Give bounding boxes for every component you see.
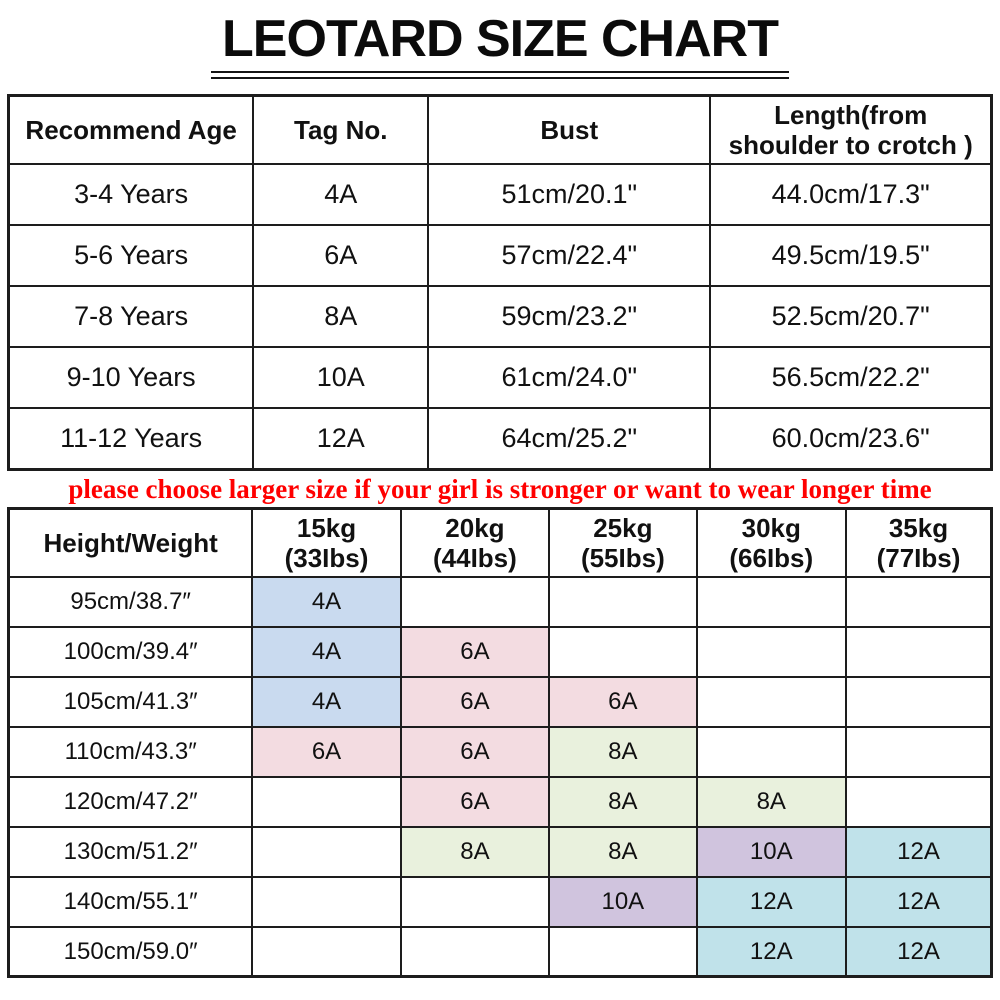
height-label: 105cm/41.3″ <box>7 675 254 728</box>
header-20kg: 20kg (44Ibs) <box>399 507 551 578</box>
fit-row-130cm: 130cm/51.2″ 8A 8A 10A 12A <box>7 825 993 878</box>
size-cell: 12A <box>695 925 847 978</box>
tag-cell: 6A <box>252 223 430 287</box>
size-cell <box>695 575 847 628</box>
size-cell: 6A <box>399 725 551 778</box>
fit-row-120cm: 120cm/47.2″ 6A 8A 8A <box>7 775 993 828</box>
header-height-weight: Height/Weight <box>7 507 254 578</box>
size-cell <box>844 775 993 828</box>
fit-row-100cm: 100cm/39.4″ 4A 6A <box>7 625 993 678</box>
size-cell <box>844 675 993 728</box>
bust-cell: 51cm/20.1" <box>427 162 712 226</box>
height-label: 95cm/38.7″ <box>7 575 254 628</box>
size-cell <box>695 725 847 778</box>
length-cell: 56.5cm/22.2" <box>709 345 993 409</box>
tag-cell: 4A <box>252 162 430 226</box>
size-cell: 6A <box>548 675 698 728</box>
height-label: 150cm/59.0″ <box>7 925 254 978</box>
size-cell <box>399 575 551 628</box>
header-recommend-age: Recommend Age <box>7 94 255 165</box>
length-cell: 60.0cm/23.6" <box>709 406 993 471</box>
size-measurement-table: Recommend Age Tag No. Bust Length(from s… <box>7 93 993 471</box>
size-cell <box>548 925 698 978</box>
size-cell: 4A <box>251 675 402 728</box>
size-row-7-8y: 7-8 Years 8A 59cm/23.2" 52.5cm/20.7" <box>7 284 993 348</box>
header-35kg: 35kg (77Ibs) <box>844 507 993 578</box>
size-row-11-12y: 11-12 Years 12A 64cm/25.2" 60.0cm/23.6" <box>7 406 993 471</box>
size-cell: 12A <box>844 875 993 928</box>
size-cell <box>251 825 402 878</box>
title-underline <box>211 70 789 79</box>
size-cell: 10A <box>548 875 698 928</box>
age-cell: 7-8 Years <box>7 284 255 348</box>
size-cell <box>695 625 847 678</box>
size-cell <box>844 725 993 778</box>
fit-row-105cm: 105cm/41.3″ 4A 6A 6A <box>7 675 993 728</box>
size-cell: 8A <box>548 725 698 778</box>
page-title: LEOTARD SIZE CHART <box>222 10 779 68</box>
size-cell: 4A <box>251 625 402 678</box>
header-15kg: 15kg (33Ibs) <box>251 507 402 578</box>
size-cell <box>251 875 402 928</box>
age-cell: 5-6 Years <box>7 223 255 287</box>
fit-row-150cm: 150cm/59.0″ 12A 12A <box>7 925 993 978</box>
tag-cell: 12A <box>252 406 430 471</box>
size-cell: 12A <box>844 825 993 878</box>
fit-row-110cm: 110cm/43.3″ 6A 6A 8A <box>7 725 993 778</box>
header-bust: Bust <box>427 94 712 165</box>
size-cell <box>251 925 402 978</box>
fit-table-header-row: Height/Weight 15kg (33Ibs) 20kg (44Ibs) … <box>7 507 993 578</box>
size-cell: 8A <box>548 825 698 878</box>
size-row-9-10y: 9-10 Years 10A 61cm/24.0" 56.5cm/22.2" <box>7 345 993 409</box>
size-cell: 12A <box>695 875 847 928</box>
height-label: 110cm/43.3″ <box>7 725 254 778</box>
sizing-advice-note: please choose larger size if your girl i… <box>68 473 932 504</box>
size-cell: 6A <box>251 725 402 778</box>
height-label: 100cm/39.4″ <box>7 625 254 678</box>
header-tag-no: Tag No. <box>252 94 430 165</box>
age-cell: 11-12 Years <box>7 406 255 471</box>
size-cell <box>251 775 402 828</box>
size-cell <box>548 575 698 628</box>
size-cell: 6A <box>399 675 551 728</box>
size-cell: 8A <box>548 775 698 828</box>
size-row-3-4y: 3-4 Years 4A 51cm/20.1" 44.0cm/17.3" <box>7 162 993 226</box>
size-cell: 12A <box>844 925 993 978</box>
size-cell <box>548 625 698 678</box>
size-cell: 4A <box>251 575 402 628</box>
header-30kg: 30kg (66Ibs) <box>695 507 847 578</box>
height-weight-table: Height/Weight 15kg (33Ibs) 20kg (44Ibs) … <box>7 506 993 979</box>
header-length: Length(from shoulder to crotch ) <box>709 94 993 165</box>
size-cell <box>399 875 551 928</box>
length-cell: 49.5cm/19.5" <box>709 223 993 287</box>
size-cell: 6A <box>399 625 551 678</box>
header-25kg: 25kg (55Ibs) <box>548 507 698 578</box>
bust-cell: 64cm/25.2" <box>427 406 712 471</box>
size-row-5-6y: 5-6 Years 6A 57cm/22.4" 49.5cm/19.5" <box>7 223 993 287</box>
tag-cell: 8A <box>252 284 430 348</box>
bust-cell: 61cm/24.0" <box>427 345 712 409</box>
size-cell <box>399 925 551 978</box>
bust-cell: 59cm/23.2" <box>427 284 712 348</box>
size-cell <box>695 675 847 728</box>
age-cell: 3-4 Years <box>7 162 255 226</box>
tag-cell: 10A <box>252 345 430 409</box>
size-cell <box>844 625 993 678</box>
age-cell: 9-10 Years <box>7 345 255 409</box>
size-cell: 10A <box>695 825 847 878</box>
length-cell: 52.5cm/20.7" <box>709 284 993 348</box>
height-label: 120cm/47.2″ <box>7 775 254 828</box>
bust-cell: 57cm/22.4" <box>427 223 712 287</box>
size-cell: 8A <box>399 825 551 878</box>
size-table-header-row: Recommend Age Tag No. Bust Length(from s… <box>7 94 993 165</box>
length-cell: 44.0cm/17.3" <box>709 162 993 226</box>
fit-row-140cm: 140cm/55.1″ 10A 12A 12A <box>7 875 993 928</box>
size-cell: 8A <box>695 775 847 828</box>
size-cell: 6A <box>399 775 551 828</box>
height-label: 130cm/51.2″ <box>7 825 254 878</box>
height-label: 140cm/55.1″ <box>7 875 254 928</box>
fit-row-95cm: 95cm/38.7″ 4A <box>7 575 993 628</box>
size-cell <box>844 575 993 628</box>
